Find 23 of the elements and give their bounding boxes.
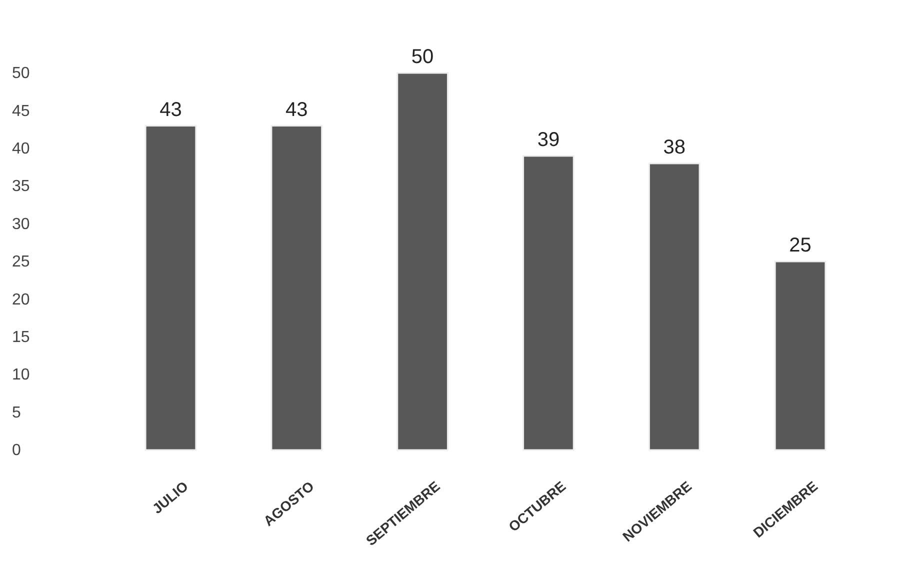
y-tick-label: 20 xyxy=(12,291,30,308)
y-tick-label: 40 xyxy=(12,140,30,158)
y-tick-label: 45 xyxy=(12,102,30,120)
data-label: 39 xyxy=(537,128,560,151)
y-tick-label: 15 xyxy=(12,329,30,346)
bar xyxy=(396,72,448,451)
data-label: 43 xyxy=(160,98,182,121)
bar xyxy=(144,125,197,451)
y-tick-label: 0 xyxy=(12,442,21,460)
y-tick-label: 25 xyxy=(12,254,30,271)
bar xyxy=(648,162,700,451)
bar xyxy=(774,260,826,451)
y-tick-label: 35 xyxy=(12,178,30,196)
data-label: 43 xyxy=(286,98,308,121)
data-label: 25 xyxy=(789,234,812,256)
y-tick-label: 10 xyxy=(12,366,30,384)
data-label: 38 xyxy=(663,136,686,158)
data-label: 50 xyxy=(411,46,434,68)
y-tick-label: 50 xyxy=(12,65,30,82)
y-tick-label: 5 xyxy=(12,404,21,422)
bar xyxy=(270,125,323,451)
bar xyxy=(522,155,574,451)
y-tick-label: 30 xyxy=(12,216,30,233)
